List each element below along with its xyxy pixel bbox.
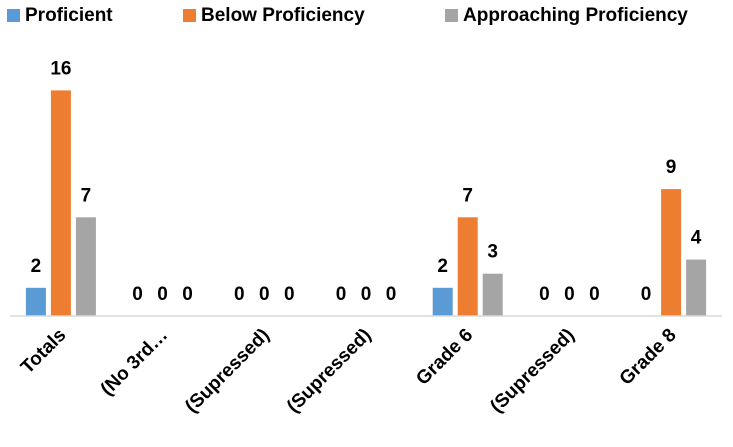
bar-below-proficiency-4 [457,217,478,316]
data-label-approaching-proficiency-0: 7 [81,185,92,206]
data-label-proficient-6: 0 [641,284,652,305]
category-label-3: (Supressed) [283,325,375,417]
data-label-below-proficiency-5: 0 [564,284,575,305]
legend-swatch-below-proficiency [183,9,196,22]
bars [25,90,707,317]
legend-swatch-approaching-proficiency [445,9,458,22]
data-label-below-proficiency-1: 0 [157,284,168,305]
category-label-5: (Supressed) [486,325,578,417]
data-label-approaching-proficiency-3: 0 [386,284,397,305]
data-label-below-proficiency-0: 16 [50,58,71,79]
category-label-4: Grade 6 [412,325,477,390]
data-label-approaching-proficiency-4: 3 [487,242,498,263]
bar-proficient-4 [432,287,453,316]
legend-swatch-proficient [7,9,20,22]
data-label-proficient-3: 0 [336,284,347,305]
data-label-below-proficiency-3: 0 [361,284,372,305]
bar-approaching-proficiency-0 [75,217,96,316]
bar-approaching-proficiency-6 [686,259,707,316]
data-label-proficient-0: 2 [31,256,42,277]
bar-proficient-0 [25,287,46,316]
category-labels: Totals (No 3rd… (Supressed) (Supressed) Grad… [17,325,681,417]
legend: Proficient Below Proficiency Approaching P… [7,5,688,26]
bar-approaching-proficiency-4 [482,273,503,316]
data-label-below-proficiency-6: 9 [666,157,677,178]
data-label-approaching-proficiency-5: 0 [589,284,600,305]
bar-below-proficiency-0 [50,90,71,317]
legend-label-below-proficiency: Below Proficiency [201,5,365,26]
data-label-approaching-proficiency-1: 0 [182,284,193,305]
data-label-proficient-5: 0 [539,284,550,305]
data-label-proficient-4: 2 [437,256,448,277]
data-label-approaching-proficiency-6: 4 [691,228,702,249]
category-label-0: Totals [17,325,70,378]
legend-label-proficient: Proficient [25,5,113,26]
data-label-below-proficiency-2: 0 [259,284,270,305]
category-label-6: Grade 8 [616,325,681,390]
data-label-below-proficiency-4: 7 [462,185,473,206]
bar-below-proficiency-6 [661,189,682,316]
data-label-approaching-proficiency-2: 0 [284,284,295,305]
data-label-proficient-2: 0 [234,284,245,305]
category-label-2: (Supressed) [181,325,273,417]
data-label-proficient-1: 0 [132,284,143,305]
legend-label-approaching-proficiency: Approaching Proficiency [463,5,688,26]
category-label-1: (No 3rd… [97,325,172,400]
